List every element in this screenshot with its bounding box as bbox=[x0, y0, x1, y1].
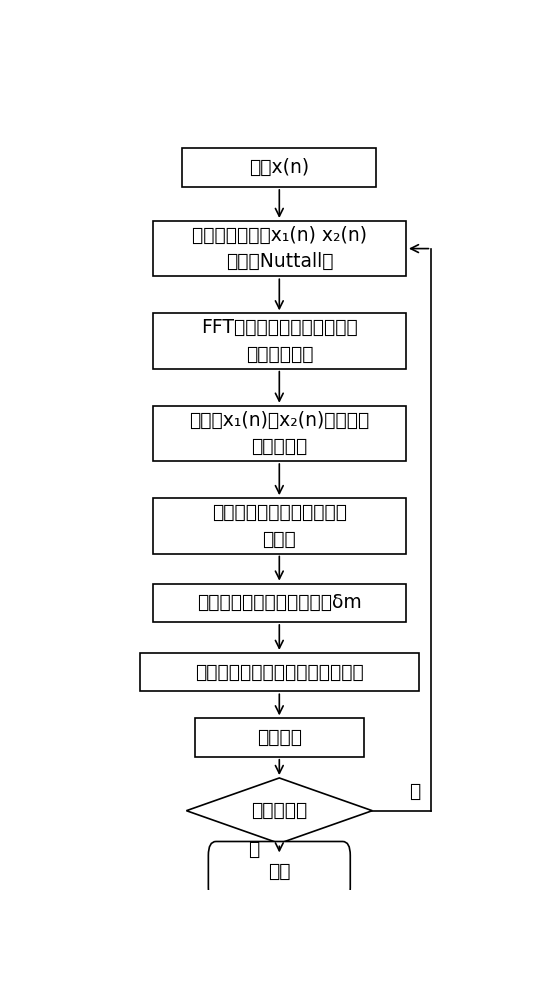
Text: 搜索出x₁(n)和x₂(n)各次谐波
的峰值谱线: 搜索出x₁(n)和x₂(n)各次谐波 的峰值谱线 bbox=[189, 411, 370, 456]
Text: 实时输出: 实时输出 bbox=[257, 728, 302, 747]
Polygon shape bbox=[186, 778, 372, 843]
Text: 输入x(n): 输入x(n) bbox=[249, 158, 310, 177]
FancyBboxPatch shape bbox=[208, 841, 350, 902]
Text: 求出各次谐波的频率、幅值、相位: 求出各次谐波的频率、幅值、相位 bbox=[195, 663, 364, 682]
FancyBboxPatch shape bbox=[140, 653, 419, 691]
Text: 是: 是 bbox=[409, 782, 420, 801]
FancyBboxPatch shape bbox=[153, 406, 406, 461]
Text: 求出两段序列峰值谱线处的
相位差: 求出两段序列峰值谱线处的 相位差 bbox=[212, 503, 347, 549]
Text: FFT计算出各频点处对应谱线
的幅值和相角: FFT计算出各频点处对应谱线 的幅值和相角 bbox=[201, 318, 358, 364]
Text: 结束: 结束 bbox=[268, 862, 290, 881]
FancyBboxPatch shape bbox=[153, 584, 406, 622]
FancyBboxPatch shape bbox=[153, 313, 406, 369]
Text: 对前后两段序列x₁(n) x₂(n)
分别加Nuttall窗: 对前后两段序列x₁(n) x₂(n) 分别加Nuttall窗 bbox=[192, 226, 367, 271]
FancyBboxPatch shape bbox=[153, 498, 406, 554]
FancyBboxPatch shape bbox=[182, 148, 377, 187]
FancyBboxPatch shape bbox=[195, 718, 364, 757]
Text: 求出各次谐波的频率校正量δm: 求出各次谐波的频率校正量δm bbox=[197, 593, 362, 612]
Text: 否: 否 bbox=[249, 840, 259, 859]
Text: 时间延迟？: 时间延迟？ bbox=[251, 801, 307, 820]
FancyBboxPatch shape bbox=[153, 221, 406, 276]
